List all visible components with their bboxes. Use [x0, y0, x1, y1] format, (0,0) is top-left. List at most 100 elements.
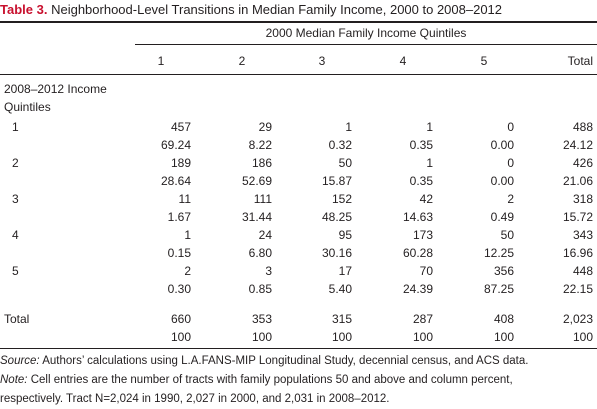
- column-header-quintile-1: 1: [157, 54, 165, 68]
- percent-cell: 12.25: [483, 246, 514, 260]
- percent-cell: 0.00: [490, 174, 514, 188]
- note-text: Cell entries are the number of tracts wi…: [27, 374, 513, 386]
- percent-cell: 0.32: [328, 138, 352, 152]
- count-cell: 95: [338, 228, 352, 242]
- percent-cell: 30.16: [321, 246, 352, 260]
- percent-cell: 0.30: [167, 282, 191, 296]
- percent-cell: 24.12: [562, 138, 593, 152]
- column-header-quintile-3: 3: [318, 54, 326, 68]
- percent-cell: 69.24: [160, 138, 191, 152]
- column-header-total: Total: [567, 54, 593, 68]
- bottom-rule: [0, 348, 597, 349]
- column-header-quintile-5: 5: [480, 54, 488, 68]
- count-cell: 11: [178, 192, 191, 206]
- count-cell: 318: [572, 192, 593, 206]
- total-count-cell: 353: [251, 312, 272, 326]
- percent-cell: 6.80: [248, 246, 272, 260]
- count-cell: 0: [507, 120, 514, 134]
- count-cell: 1: [184, 228, 191, 242]
- table-title: Neighborhood-Level Transitions in Median…: [51, 2, 503, 17]
- percent-cell: 87.25: [483, 282, 514, 296]
- table-caption: Table 3. Neighborhood-Level Transitions …: [0, 0, 597, 20]
- count-cell: 50: [338, 156, 352, 170]
- source-label: Source:: [0, 355, 40, 367]
- count-cell: 111: [253, 192, 272, 206]
- percent-cell: 0.15: [167, 246, 191, 260]
- percent-cell: 52.69: [241, 174, 272, 188]
- count-cell: 356: [493, 264, 514, 278]
- percent-cell: 0.00: [490, 138, 514, 152]
- count-cell: 50: [500, 228, 514, 242]
- count-cell: 457: [170, 120, 191, 134]
- percent-cell: 22.15: [562, 282, 593, 296]
- total-row-label: Total: [4, 312, 30, 326]
- percent-cell: 5.40: [328, 282, 352, 296]
- total-percent-cell: 100: [572, 330, 593, 344]
- stub-header-line2: Quintiles: [4, 100, 51, 114]
- total-percent-cell: 100: [493, 330, 514, 344]
- row-label: 4: [12, 228, 19, 242]
- top-rule: [0, 21, 597, 23]
- percent-cell: 0.35: [409, 138, 433, 152]
- count-cell: 343: [572, 228, 593, 242]
- column-group-header: 2000 Median Family Income Quintiles: [265, 26, 467, 40]
- total-count-cell: 2,023: [562, 312, 593, 326]
- column-header-quintile-4: 4: [399, 54, 407, 68]
- count-cell: 1: [426, 120, 433, 134]
- total-count-cell: 287: [412, 312, 433, 326]
- count-cell: 29: [258, 120, 272, 134]
- count-cell: 1: [345, 120, 352, 134]
- total-count-cell: 315: [331, 312, 352, 326]
- percent-cell: 21.06: [562, 174, 593, 188]
- count-cell: 1: [426, 156, 433, 170]
- total-percent-cell: 100: [331, 330, 352, 344]
- total-count-cell: 660: [170, 312, 191, 326]
- cell-note: Note: Cell entries are the number of tra…: [0, 371, 597, 390]
- count-cell: 42: [419, 192, 433, 206]
- percent-cell: 60.28: [402, 246, 433, 260]
- source-note: Source: Authors’ calculations using L.A.…: [0, 352, 597, 371]
- percent-cell: 0.49: [490, 210, 514, 224]
- count-cell: 17: [338, 264, 352, 278]
- percent-cell: 1.67: [167, 210, 191, 224]
- total-percent-cell: 100: [251, 330, 272, 344]
- percent-cell: 16.96: [562, 246, 593, 260]
- percent-cell: 8.22: [248, 138, 272, 152]
- cell-note-continued: respectively. Tract N=2,024 in 1990, 2,0…: [0, 393, 390, 405]
- count-cell: 2: [184, 264, 191, 278]
- count-cell: 426: [572, 156, 593, 170]
- table-label: Table 3.: [0, 2, 48, 17]
- header-rule: [0, 74, 597, 75]
- percent-cell: 14.63: [402, 210, 433, 224]
- percent-cell: 15.72: [562, 210, 593, 224]
- row-label: 2: [12, 156, 19, 170]
- total-percent-cell: 100: [170, 330, 191, 344]
- count-cell: 173: [412, 228, 433, 242]
- row-label: 3: [12, 192, 19, 206]
- percent-cell: 31.44: [241, 210, 272, 224]
- row-label: 5: [12, 264, 19, 278]
- count-cell: 2: [507, 192, 514, 206]
- percent-cell: 0.35: [409, 174, 433, 188]
- count-cell: 3: [265, 264, 272, 278]
- total-count-cell: 408: [493, 312, 514, 326]
- column-header-quintile-2: 2: [238, 54, 246, 68]
- source-text: Authors’ calculations using L.A.FANS-MIP…: [39, 355, 529, 367]
- count-cell: 152: [331, 192, 352, 206]
- count-cell: 186: [251, 156, 272, 170]
- count-cell: 488: [572, 120, 593, 134]
- count-cell: 0: [507, 156, 514, 170]
- table-notes: Source: Authors’ calculations using L.A.…: [0, 352, 597, 409]
- count-cell: 189: [170, 156, 191, 170]
- column-group-rule: [135, 44, 597, 45]
- percent-cell: 28.64: [160, 174, 191, 188]
- note-label: Note:: [0, 374, 28, 386]
- stub-header-line1: 2008–2012 Income: [4, 82, 107, 96]
- percent-cell: 0.85: [248, 282, 272, 296]
- percent-cell: 15.87: [321, 174, 352, 188]
- row-label: 1: [12, 120, 19, 134]
- total-percent-cell: 100: [412, 330, 433, 344]
- count-cell: 448: [572, 264, 593, 278]
- count-cell: 70: [419, 264, 433, 278]
